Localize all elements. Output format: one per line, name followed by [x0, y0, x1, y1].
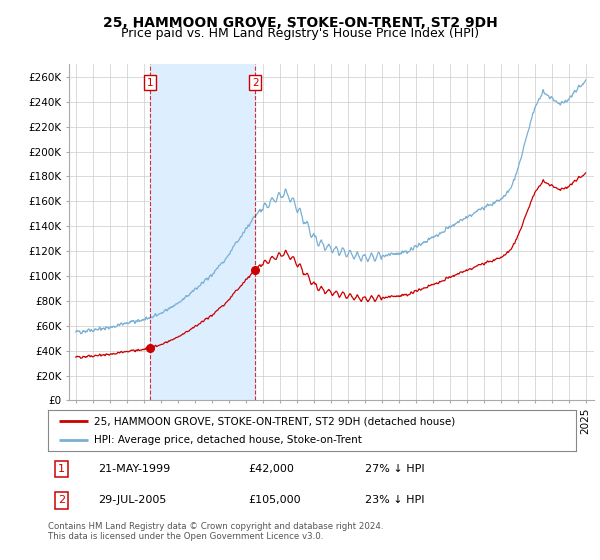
Text: 23% ↓ HPI: 23% ↓ HPI	[365, 496, 424, 506]
Text: 21-MAY-1999: 21-MAY-1999	[98, 464, 170, 474]
Text: 29-JUL-2005: 29-JUL-2005	[98, 496, 167, 506]
Text: Price paid vs. HM Land Registry's House Price Index (HPI): Price paid vs. HM Land Registry's House …	[121, 27, 479, 40]
Text: 25, HAMMOON GROVE, STOKE-ON-TRENT, ST2 9DH (detached house): 25, HAMMOON GROVE, STOKE-ON-TRENT, ST2 9…	[94, 417, 456, 426]
Bar	[150, 64, 256, 400]
Text: £42,000: £42,000	[248, 464, 295, 474]
Text: 2: 2	[252, 78, 259, 88]
Text: 27% ↓ HPI: 27% ↓ HPI	[365, 464, 424, 474]
Text: 1: 1	[58, 464, 65, 474]
Text: Contains HM Land Registry data © Crown copyright and database right 2024.
This d: Contains HM Land Registry data © Crown c…	[48, 522, 383, 542]
Text: 1: 1	[147, 78, 154, 88]
Text: £105,000: £105,000	[248, 496, 301, 506]
Text: HPI: Average price, detached house, Stoke-on-Trent: HPI: Average price, detached house, Stok…	[94, 435, 362, 445]
Text: 25, HAMMOON GROVE, STOKE-ON-TRENT, ST2 9DH: 25, HAMMOON GROVE, STOKE-ON-TRENT, ST2 9…	[103, 16, 497, 30]
Text: 2: 2	[58, 496, 65, 506]
